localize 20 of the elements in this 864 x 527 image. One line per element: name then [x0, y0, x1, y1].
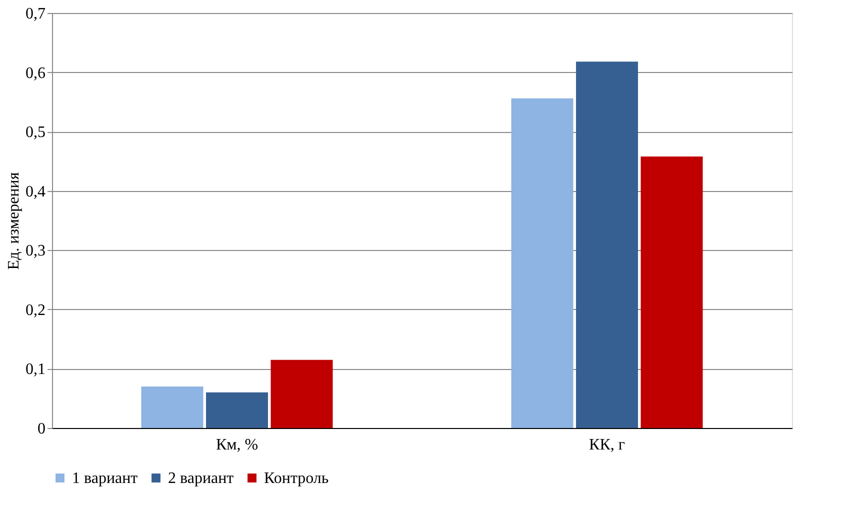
x-tick-label: КК, г: [589, 436, 626, 454]
y-tick-label: 0,2: [26, 302, 46, 319]
bar: [206, 392, 268, 428]
legend-label: Контроль: [264, 470, 329, 487]
bar: [270, 360, 333, 428]
y-tick-label: 0: [38, 420, 46, 438]
bar: [576, 62, 638, 428]
y-tick-label: 0,7: [26, 6, 46, 22]
y-tick-label: 0,4: [26, 183, 46, 200]
y-axis-title: Ед. измерения: [6, 172, 22, 270]
x-tick-label: Км, %: [216, 436, 258, 454]
bar: [141, 386, 204, 428]
y-tick-label: 0,1: [26, 361, 46, 378]
y-tick-label: 0,6: [26, 64, 46, 82]
legend-label: 1 вариант: [72, 470, 138, 487]
bar: [511, 98, 574, 428]
y-tick-label: 0,5: [26, 124, 46, 142]
y-tick-label: 0,3: [26, 242, 46, 260]
bar: [640, 156, 703, 428]
legend-label: 2 вариант: [168, 470, 234, 487]
